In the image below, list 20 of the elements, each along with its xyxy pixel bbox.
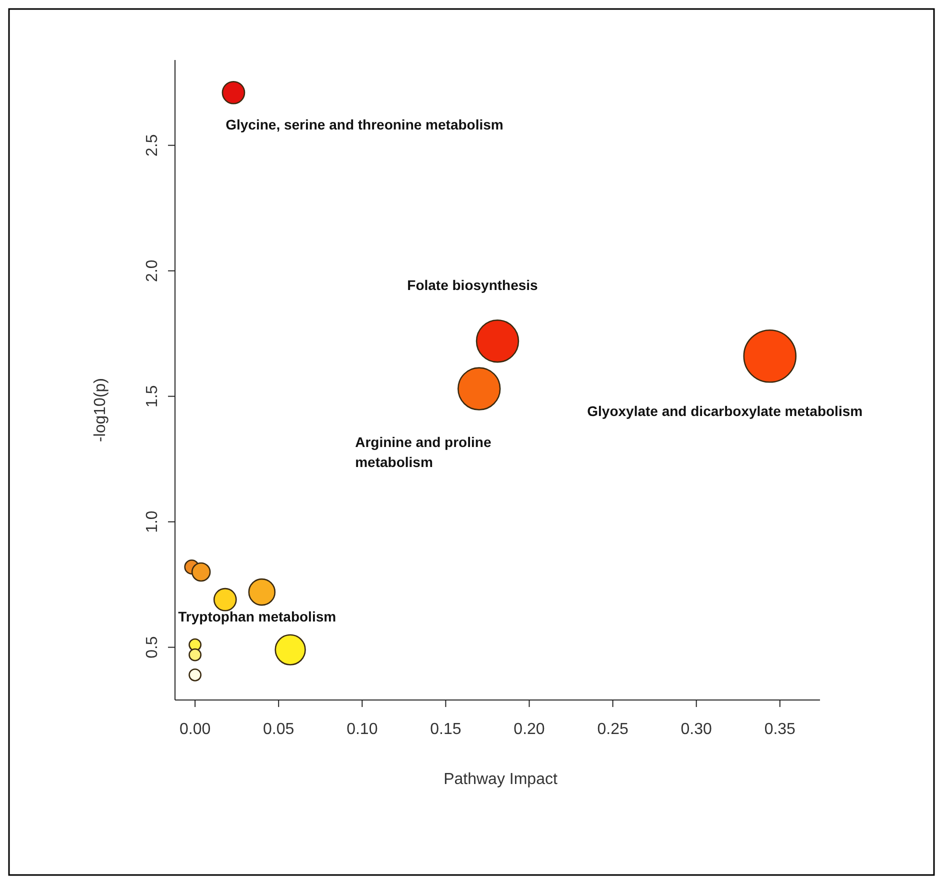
y-tick-label: 1.0	[144, 510, 161, 533]
x-axis-title: Pathway Impact	[444, 771, 558, 788]
y-axis-title: -log10(p)	[92, 378, 109, 442]
x-tick-label: 0.00	[179, 721, 211, 738]
x-tick-label: 0.15	[430, 721, 462, 738]
x-tick-label: 0.10	[346, 721, 378, 738]
annotation: Arginine and proline metabolism	[355, 434, 492, 470]
x-tick-label: 0.05	[263, 721, 294, 738]
x-tick-label: 0.25	[597, 721, 628, 738]
annotation: Glycine, serine and threonine metabolism	[226, 116, 504, 133]
x-tick-label: 0.35	[764, 721, 796, 738]
annotation: Folate biosynthesis	[407, 277, 538, 294]
annotation: Tryptophan metabolism	[178, 608, 336, 625]
annotation: Glyoxylate and dicarboxylate metabolism	[587, 403, 863, 420]
x-tick-label: 0.20	[514, 721, 545, 738]
x-tick-label: 0.30	[680, 721, 712, 738]
y-tick-label: 2.0	[144, 260, 161, 282]
y-tick-label: 1.5	[144, 385, 161, 408]
y-tick-label: 0.5	[144, 636, 161, 658]
y-tick-label: 2.5	[144, 134, 161, 156]
